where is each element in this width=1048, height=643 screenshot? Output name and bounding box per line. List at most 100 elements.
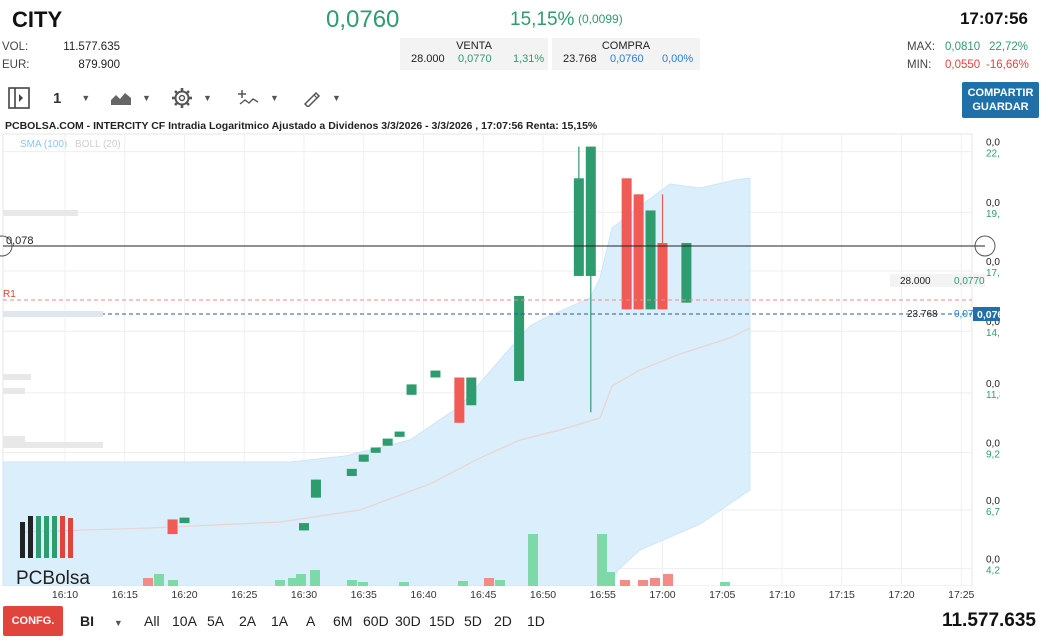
chevron-down-icon: ▼ (203, 93, 212, 103)
volume-profile-bar (3, 442, 103, 448)
candles (167, 146, 692, 535)
timeframe-5d[interactable]: 5D (464, 613, 482, 629)
y-tick-percent: 6,72% (986, 507, 1000, 518)
buy-title: COMPRA (601, 40, 651, 52)
volume-profile-bar (3, 388, 25, 394)
chevron-down-icon: ▼ (332, 93, 341, 103)
logo-bar (44, 516, 49, 558)
timeframe-all[interactable]: All (144, 613, 160, 629)
bi-select[interactable]: BI ▼ (80, 613, 123, 629)
x-tick-label: 16:30 (291, 589, 317, 601)
x-tick-label: 17:25 (948, 589, 974, 601)
drawing-tools-select[interactable]: ▼ (302, 84, 341, 112)
sma-line (19, 327, 751, 533)
ticker-symbol: CITY (12, 7, 63, 32)
candle (167, 519, 178, 535)
volume-bar (154, 574, 164, 586)
y-tick-price: 0,0791 (986, 198, 1000, 209)
last-update-time: 17:07:56 (959, 9, 1028, 28)
share-save-button[interactable]: COMPARTIR GUARDAR (962, 82, 1039, 118)
sell-qty: 28.000 (411, 53, 445, 65)
legend-boll: BOLL (20) (75, 139, 121, 150)
volume-bar (288, 578, 298, 586)
candle (466, 377, 477, 406)
timeframe-6m[interactable]: 6M (333, 613, 353, 629)
x-tick-label: 16:25 (231, 589, 257, 601)
candle (310, 479, 321, 498)
timeframe-a[interactable]: A (306, 613, 316, 629)
settings-select[interactable]: ▼ (171, 84, 212, 112)
x-tick-label: 16:45 (470, 589, 496, 601)
min-percent: -16,66% (986, 59, 1029, 71)
eur-value: 879.900 (78, 59, 120, 71)
buy-percent: 0,00% (662, 53, 694, 65)
timeframe-2d[interactable]: 2D (494, 613, 512, 629)
pcbolsa-logo: PCBolsa (16, 516, 90, 589)
sell-box: VENTA 28.000 0,0770 1,31% (400, 38, 548, 70)
timeframe-15d[interactable]: 15D (429, 613, 455, 629)
candle (299, 523, 309, 531)
x-tick-label: 17:20 (888, 589, 914, 601)
y-tick-percent: 4,24% (986, 566, 1000, 577)
candle (454, 377, 465, 423)
volume-bar (347, 580, 357, 586)
panel-toggle-icon (8, 87, 30, 109)
y-tick-percent: 22,72% (986, 149, 1000, 160)
logo-bar (68, 518, 73, 558)
y-tick-price: 0,0737 (986, 379, 1000, 390)
timeframe-10a[interactable]: 10A (172, 613, 197, 629)
change-percent: 15,15% (510, 9, 575, 30)
volume-bar (310, 570, 320, 586)
panel-toggle-button[interactable] (7, 84, 31, 112)
logo-bar (28, 516, 33, 558)
price-chart[interactable]: PCBOLSA.COM - INTERCITY CF Intradia Loga… (0, 118, 1033, 643)
area-chart-icon (111, 93, 131, 105)
logo-text: PCBolsa (16, 568, 90, 586)
timeframe-60d[interactable]: 60D (363, 613, 389, 629)
timeframe-30d[interactable]: 30D (395, 613, 421, 629)
y-tick-percent: 11,80% (986, 390, 1000, 401)
indicators-select[interactable]: ▼ (238, 84, 279, 112)
volume-bar (143, 578, 153, 586)
min-value: 0,0550 (945, 59, 981, 71)
volume-bar (168, 580, 178, 586)
volume-bar (638, 580, 648, 586)
bi-label: BI (80, 613, 94, 629)
y-tick-percent: 9,23% (986, 449, 1000, 460)
chart-type-select[interactable]: ▼ (110, 84, 151, 112)
volume-profile-bar (3, 210, 78, 216)
timeframe-2a[interactable]: 2A (239, 613, 257, 629)
volume-bar (528, 534, 538, 586)
chart-canvas[interactable]: PCBOLSA.COM - INTERCITY CF Intradia Loga… (0, 118, 1033, 643)
candle (430, 370, 441, 378)
max-label: MAX: (907, 41, 936, 53)
chevron-down-icon: ▼ (142, 93, 151, 103)
last-price-tag-text: 0,0760 (977, 309, 1000, 321)
timeframe-5a[interactable]: 5A (207, 613, 225, 629)
volume-bar (720, 582, 730, 586)
change-absolute: (0,0099) (578, 12, 623, 26)
x-tick-label: 17:15 (829, 589, 855, 601)
save-label: GUARDAR (972, 101, 1029, 113)
line-handle (0, 235, 13, 257)
x-tick-label: 17:00 (649, 589, 675, 601)
volume-profile-bar (3, 436, 25, 442)
x-axis: 16:10 16:15 16:20 16:25 16:30 16:35 16:40 16:45… (52, 589, 975, 601)
chevron-down-icon: ▼ (270, 93, 279, 103)
interval-select[interactable]: 1 ▼ (53, 84, 90, 112)
volume-bars (143, 534, 730, 586)
timeframe-1d[interactable]: 1D (527, 613, 545, 629)
x-tick-label: 16:10 (52, 589, 78, 601)
y-tick-price: 0,0704 (986, 496, 1000, 507)
candle (382, 438, 393, 446)
config-button[interactable]: CONFG. (3, 606, 63, 636)
volume-bar (605, 572, 615, 586)
last-price: 0,0760 (326, 6, 400, 33)
candle (657, 242, 668, 310)
r1-label: R1 (3, 289, 16, 300)
timeframe-1a[interactable]: 1A (271, 613, 289, 629)
candle (573, 178, 584, 276)
candle (681, 242, 692, 303)
bid-depth-bar (3, 311, 103, 317)
hline-label: 0,078 (6, 235, 34, 247)
